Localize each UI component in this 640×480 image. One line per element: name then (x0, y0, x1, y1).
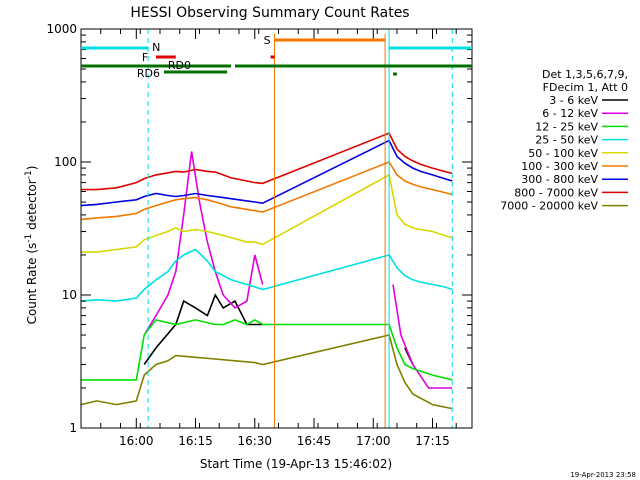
series-line-7 (80, 139, 453, 207)
series-line-6 (80, 161, 453, 221)
legend-header-decim: FDecim 1, Att 0 (543, 81, 628, 94)
flag-label-rd0: RD0 (168, 59, 191, 72)
flag-label-rd6: RD6 (137, 67, 160, 80)
legend-header-detectors: Det 1,3,5,6,7,9, (542, 68, 628, 81)
axes: 1 10 100 1000 16:00 16:15 16:30 16:45 17:00 17:15 (46, 22, 473, 448)
flag-label-n: N (152, 41, 160, 54)
legend-label: 300 - 800 keV (521, 173, 598, 186)
y-tick-label: 1000 (46, 22, 77, 36)
chart-title: HESSI Observing Summary Count Rates (130, 5, 409, 21)
y-tick-label: 10 (62, 288, 77, 302)
legend-label: 7000 - 20000 keV (500, 200, 598, 213)
legend-label: 25 - 50 keV (535, 134, 598, 147)
legend-label: 6 - 12 keV (542, 107, 598, 120)
legend-label: 50 - 100 keV (528, 147, 598, 160)
plot-frame (80, 28, 473, 429)
series-line-2 (143, 151, 453, 389)
flag-label-s: S (264, 34, 271, 47)
series-line-8 (81, 132, 453, 191)
y-axis-label-part-3: ) (25, 166, 39, 171)
y-tick-label: 1 (69, 421, 77, 435)
y-axis-label-exp-2: -1 (24, 170, 34, 179)
y-axis-label-part-1: Count Rate (s (25, 243, 39, 325)
flag-bars: NF RD0 S RD6 (81, 34, 472, 80)
legend-label: 12 - 25 keV (535, 120, 598, 133)
series-line-4 (80, 248, 453, 302)
x-tick-label: 17:00 (356, 434, 391, 448)
plot-area (80, 29, 453, 428)
legend-label: 800 - 7000 keV (514, 186, 598, 199)
series-line-5 (81, 173, 453, 253)
legend-label: 3 - 6 keV (549, 94, 598, 107)
timestamp: 19-Apr-2013 23:58 (570, 471, 636, 479)
legend-label: 100 - 300 keV (521, 160, 598, 173)
flag-label-f: F (142, 51, 148, 64)
x-tick-label: 17:15 (415, 434, 450, 448)
series-line-9 (80, 334, 453, 410)
x-tick-label: 16:45 (297, 434, 332, 448)
y-tick-label: 100 (54, 155, 77, 169)
x-tick-label: 16:15 (178, 434, 213, 448)
series-line-1 (143, 293, 414, 365)
y-axis-label-part-2: detector (25, 179, 39, 234)
y-axis-label: Count Rate (s-1 detector-1) (24, 166, 39, 325)
x-tick-label: 16:00 (119, 434, 154, 448)
x-axis-label: Start Time (19-Apr-13 15:46:02) (200, 457, 392, 471)
series-line-3 (81, 318, 453, 381)
y-axis-label-exp-1: -1 (24, 234, 34, 243)
x-tick-label: 16:30 (237, 434, 272, 448)
